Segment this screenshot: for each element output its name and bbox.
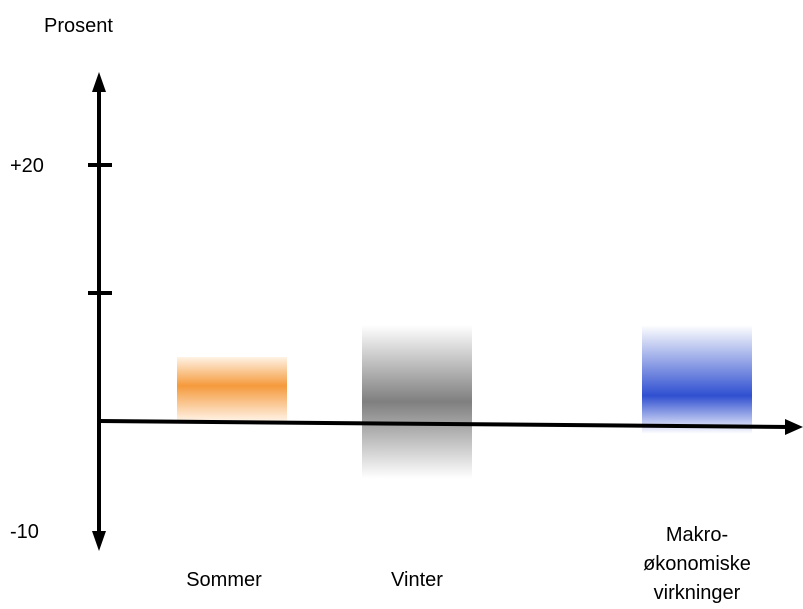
bars-group xyxy=(177,325,752,479)
y-tick-label: +20 xyxy=(10,155,44,177)
x-category-label: Vinter xyxy=(391,569,443,591)
y-tick-label: -10 xyxy=(10,521,39,543)
x-axis-arrow-right xyxy=(785,419,803,435)
bar-1 xyxy=(177,357,287,421)
x-axis xyxy=(98,419,803,435)
bar-2 xyxy=(362,325,472,479)
x-axis-line xyxy=(98,419,791,429)
y-axis-arrow-down xyxy=(92,531,106,551)
x-category-label: Sommer xyxy=(186,569,262,591)
y-axis: +20 -10 xyxy=(10,72,112,551)
y-axis-arrow-up xyxy=(92,72,106,92)
x-category-label: Makro-økonomiske virkninger xyxy=(643,524,751,604)
bar-3 xyxy=(642,325,752,434)
y-axis-label: Prosent xyxy=(44,15,113,37)
